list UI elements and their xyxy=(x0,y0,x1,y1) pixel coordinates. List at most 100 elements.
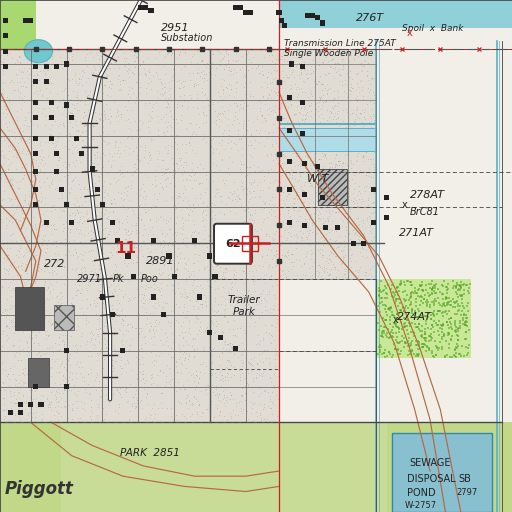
Point xyxy=(111,137,119,145)
Point xyxy=(279,60,287,68)
Point xyxy=(117,162,125,170)
Point xyxy=(319,91,327,99)
Point xyxy=(135,310,143,318)
Point xyxy=(12,237,20,245)
Point xyxy=(353,157,361,165)
Point xyxy=(360,62,368,70)
Point xyxy=(322,71,330,79)
Point xyxy=(140,100,148,109)
Point xyxy=(346,110,354,118)
Point xyxy=(73,403,81,412)
Point xyxy=(129,393,137,401)
Point xyxy=(13,113,22,121)
Point xyxy=(339,275,347,283)
Point xyxy=(24,343,32,351)
Point xyxy=(249,416,257,424)
Point xyxy=(302,110,310,118)
Point xyxy=(153,195,161,203)
Point xyxy=(163,230,171,238)
Point xyxy=(342,173,350,181)
Point xyxy=(18,175,27,183)
Point xyxy=(292,46,300,54)
Point xyxy=(307,90,315,98)
Point xyxy=(259,286,267,294)
Point xyxy=(19,319,27,328)
Point xyxy=(18,365,27,373)
Point xyxy=(16,262,25,270)
Point xyxy=(381,324,390,332)
Point xyxy=(5,217,13,225)
Point xyxy=(44,293,52,302)
Point xyxy=(290,258,298,266)
Point xyxy=(142,282,150,290)
Point xyxy=(210,215,219,223)
Point xyxy=(141,296,150,304)
Point xyxy=(198,300,206,308)
Point xyxy=(159,298,167,307)
Point xyxy=(5,217,13,225)
Point xyxy=(178,213,186,221)
Point xyxy=(429,283,437,291)
Point xyxy=(300,259,308,267)
Point xyxy=(157,270,165,279)
Point xyxy=(285,223,293,231)
Point xyxy=(208,265,217,273)
Point xyxy=(318,253,326,262)
Point xyxy=(48,177,56,185)
Point xyxy=(194,303,202,311)
Point xyxy=(364,201,372,209)
Point xyxy=(40,248,49,256)
Point xyxy=(59,336,67,345)
Point xyxy=(91,234,99,243)
Point xyxy=(209,389,218,397)
Point xyxy=(136,116,144,124)
Point xyxy=(42,264,51,272)
Point xyxy=(95,337,103,346)
Point xyxy=(194,90,202,98)
Point xyxy=(96,324,104,332)
Point xyxy=(54,298,62,306)
Point xyxy=(453,289,461,297)
Point xyxy=(81,320,90,328)
Point xyxy=(0,94,6,102)
Point xyxy=(362,182,371,190)
Point xyxy=(211,278,219,286)
Point xyxy=(285,64,293,72)
Point xyxy=(326,84,334,92)
Point xyxy=(161,165,169,173)
Point xyxy=(229,228,238,236)
Point xyxy=(258,370,266,378)
Point xyxy=(336,275,345,283)
Point xyxy=(318,148,326,157)
Point xyxy=(177,398,185,407)
Point xyxy=(3,238,11,246)
Point xyxy=(307,173,315,181)
Point xyxy=(257,275,265,283)
Point xyxy=(233,411,242,419)
Point xyxy=(265,90,273,98)
Point xyxy=(353,202,361,210)
Point xyxy=(219,395,227,403)
Point xyxy=(254,61,262,70)
Point xyxy=(58,110,66,118)
Point xyxy=(294,126,302,135)
Point xyxy=(186,205,194,213)
Point xyxy=(399,303,407,311)
Point xyxy=(223,339,231,348)
Point xyxy=(329,96,337,104)
Point xyxy=(181,62,189,70)
Point xyxy=(76,357,84,366)
Point xyxy=(220,274,228,282)
Point xyxy=(193,345,201,353)
Point xyxy=(138,404,146,412)
Point xyxy=(94,60,102,69)
Point xyxy=(425,337,433,346)
Point xyxy=(28,253,36,262)
Point xyxy=(112,262,120,270)
Point xyxy=(159,91,167,99)
Point xyxy=(83,214,92,222)
Point xyxy=(100,81,108,89)
Point xyxy=(210,254,218,263)
Point xyxy=(313,197,321,205)
Point xyxy=(296,227,304,235)
